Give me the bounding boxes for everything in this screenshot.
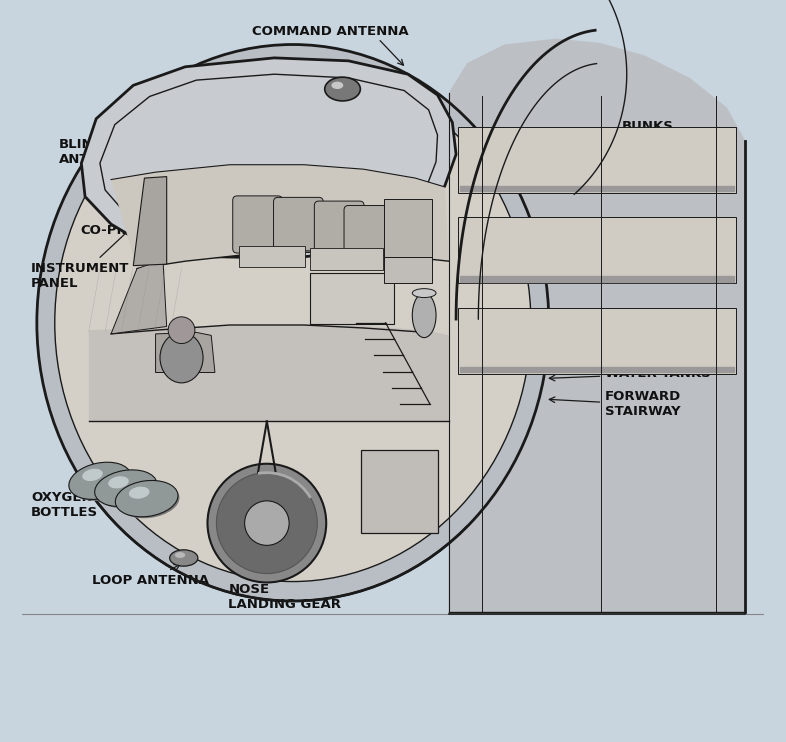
Polygon shape bbox=[89, 325, 449, 421]
Ellipse shape bbox=[69, 462, 131, 499]
Ellipse shape bbox=[116, 481, 178, 516]
FancyBboxPatch shape bbox=[314, 201, 364, 253]
Ellipse shape bbox=[55, 64, 531, 582]
Ellipse shape bbox=[170, 550, 198, 566]
FancyBboxPatch shape bbox=[458, 217, 736, 283]
FancyBboxPatch shape bbox=[310, 248, 384, 270]
Ellipse shape bbox=[129, 487, 149, 499]
Ellipse shape bbox=[119, 484, 179, 518]
Circle shape bbox=[216, 473, 318, 574]
FancyBboxPatch shape bbox=[384, 257, 432, 283]
Text: BUNKS: BUNKS bbox=[622, 119, 674, 133]
Text: FOOD LOCKER: FOOD LOCKER bbox=[549, 342, 711, 355]
Text: CO-PILOT: CO-PILOT bbox=[80, 223, 187, 244]
FancyBboxPatch shape bbox=[344, 206, 394, 255]
FancyBboxPatch shape bbox=[233, 196, 282, 253]
Text: FORWARD
STAIRWAY: FORWARD STAIRWAY bbox=[549, 390, 681, 418]
Text: LAVATORY: LAVATORY bbox=[549, 317, 681, 330]
Text: NAVIGATOR: NAVIGATOR bbox=[307, 329, 394, 342]
Ellipse shape bbox=[37, 45, 549, 601]
Polygon shape bbox=[111, 260, 167, 334]
FancyBboxPatch shape bbox=[361, 450, 439, 533]
Text: COMMAND ANTENNA: COMMAND ANTENNA bbox=[252, 24, 408, 38]
Polygon shape bbox=[111, 165, 449, 269]
FancyBboxPatch shape bbox=[458, 127, 736, 193]
Circle shape bbox=[244, 501, 289, 545]
Text: BLIND-APPROACH
ANTENNA: BLIND-APPROACH ANTENNA bbox=[59, 138, 193, 174]
Circle shape bbox=[168, 317, 195, 344]
Text: WATER TANKS: WATER TANKS bbox=[549, 367, 711, 381]
Ellipse shape bbox=[413, 293, 436, 338]
FancyBboxPatch shape bbox=[384, 199, 432, 261]
Ellipse shape bbox=[108, 476, 129, 488]
Ellipse shape bbox=[174, 552, 185, 558]
FancyBboxPatch shape bbox=[458, 308, 736, 374]
Polygon shape bbox=[134, 177, 167, 266]
Ellipse shape bbox=[413, 289, 436, 298]
Text: ENGINEER: ENGINEER bbox=[102, 188, 200, 210]
Text: LOOP ANTENNA: LOOP ANTENNA bbox=[93, 565, 210, 587]
Text: INSTRUMENT
PANEL: INSTRUMENT PANEL bbox=[31, 226, 134, 290]
Text: NOSE
LANDING GEAR: NOSE LANDING GEAR bbox=[228, 568, 341, 611]
FancyBboxPatch shape bbox=[274, 197, 323, 251]
FancyBboxPatch shape bbox=[240, 246, 306, 267]
Ellipse shape bbox=[160, 332, 203, 383]
Ellipse shape bbox=[325, 77, 360, 101]
Text: OXYGEN
BOTTLES: OXYGEN BOTTLES bbox=[31, 485, 98, 519]
Ellipse shape bbox=[94, 470, 157, 507]
FancyBboxPatch shape bbox=[310, 273, 395, 324]
Polygon shape bbox=[449, 39, 745, 612]
Text: ASTRODOME: ASTRODOME bbox=[279, 69, 374, 88]
Text: PILOT: PILOT bbox=[206, 388, 249, 401]
Circle shape bbox=[208, 464, 326, 582]
Polygon shape bbox=[156, 332, 215, 372]
Text: RADIO OPERATOR: RADIO OPERATOR bbox=[194, 106, 327, 130]
Ellipse shape bbox=[83, 469, 103, 481]
Polygon shape bbox=[82, 58, 456, 258]
Ellipse shape bbox=[332, 82, 343, 89]
Ellipse shape bbox=[97, 473, 159, 508]
Ellipse shape bbox=[72, 465, 133, 501]
